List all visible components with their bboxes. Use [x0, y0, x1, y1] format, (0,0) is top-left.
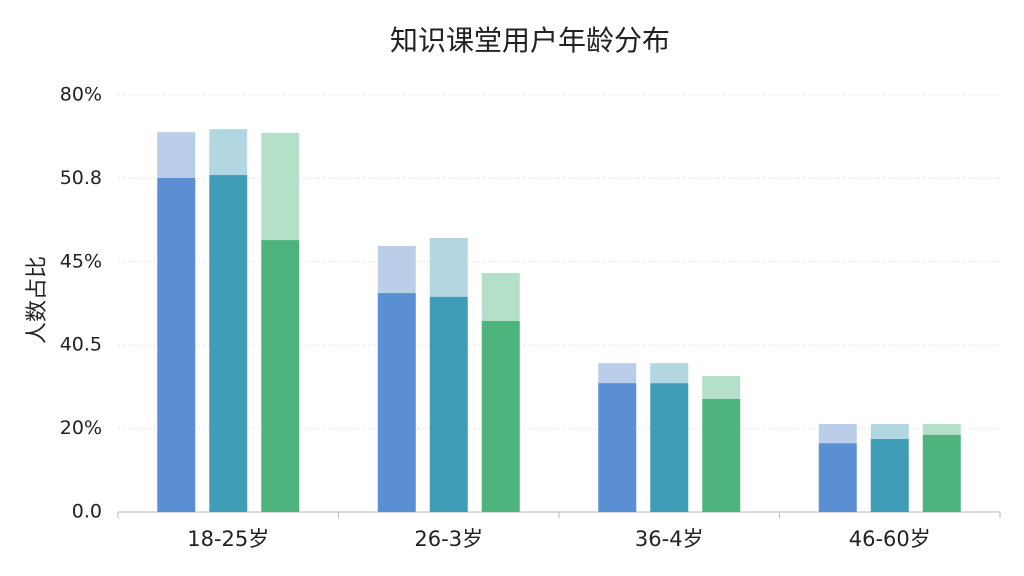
bar [650, 383, 689, 512]
bar-top [702, 376, 741, 399]
bar [377, 293, 416, 512]
bar [157, 177, 196, 512]
bar-top [598, 363, 637, 384]
bar-top [209, 129, 248, 176]
bar-top [818, 424, 857, 444]
bar [922, 434, 961, 512]
bar [702, 398, 741, 512]
bar [481, 321, 520, 512]
bar-top [481, 273, 520, 322]
bar-top [870, 424, 909, 440]
y-tick-label: 0.0 [72, 501, 102, 523]
y-tick-label: 50.8 [60, 167, 102, 189]
y-tick-label: 40.5 [60, 334, 102, 356]
bar [598, 383, 637, 512]
x-tick-label: 18-25岁 [187, 527, 269, 551]
y-tick-label: 80% [60, 84, 102, 106]
bar [870, 439, 909, 512]
bar-top [650, 363, 689, 384]
y-tick-label: 45% [60, 250, 102, 272]
bar [261, 240, 300, 512]
bar-top [377, 245, 416, 294]
y-tick-label: 20% [60, 417, 102, 439]
chart-title: 知识课堂用户年龄分布 [390, 24, 670, 57]
x-tick-label: 26-3岁 [414, 527, 483, 551]
bar [429, 296, 468, 512]
bar-top [261, 132, 300, 241]
x-tick-label: 36-4岁 [635, 527, 704, 551]
bar [818, 443, 857, 512]
bar-top [429, 238, 468, 297]
bar-top [157, 132, 196, 178]
x-tick-label: 46-60岁 [849, 527, 931, 551]
bar-top [922, 424, 961, 435]
y-axis-label: 人数占比 [25, 256, 50, 344]
bar [209, 175, 248, 512]
